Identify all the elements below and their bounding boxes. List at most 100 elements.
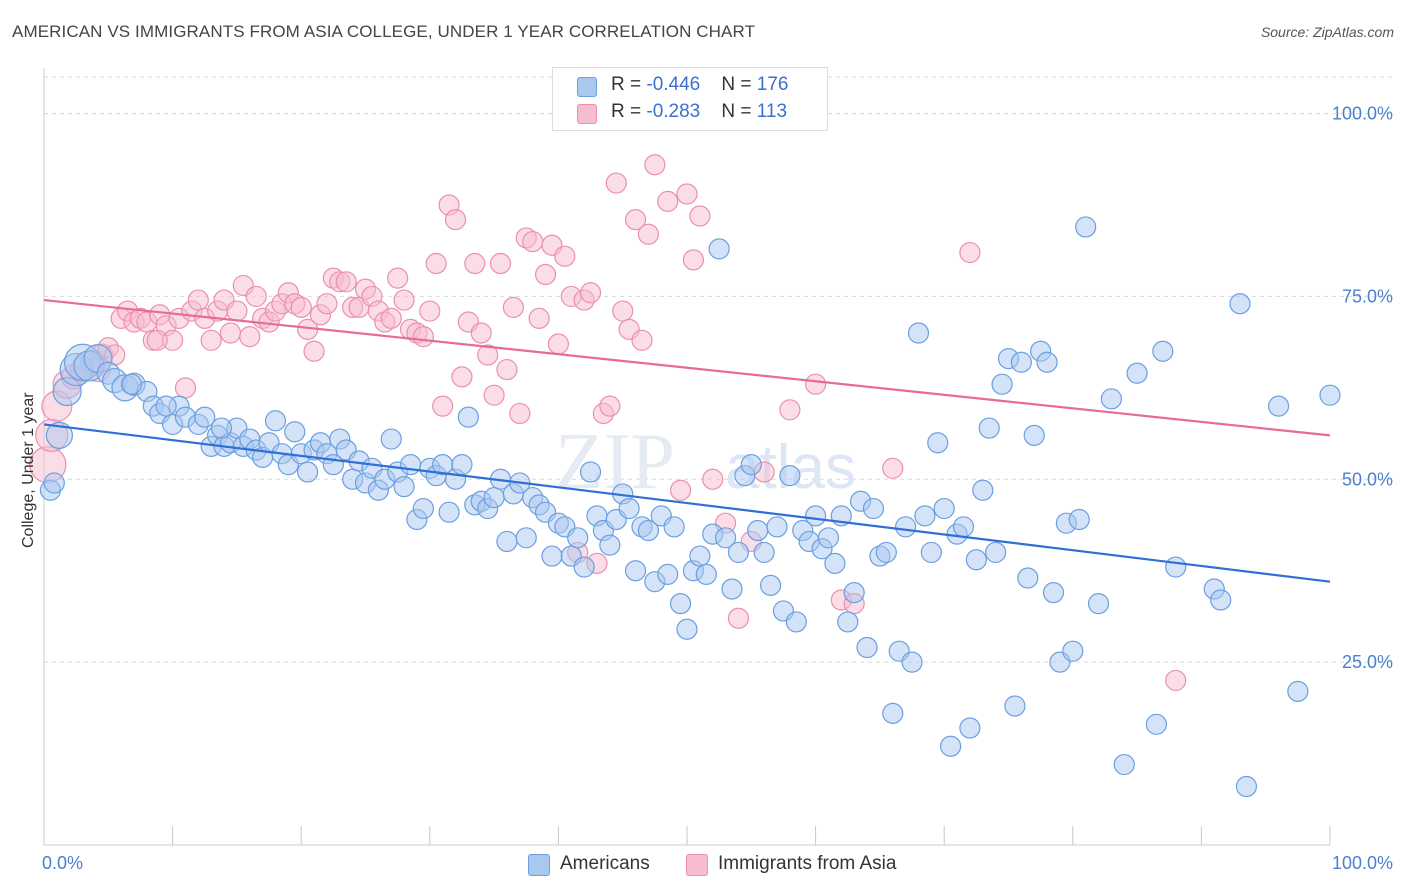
legend-n-value: 113	[756, 101, 788, 122]
americans-point	[747, 519, 769, 542]
americans-point	[599, 534, 621, 556]
bottom-legend-swatch-immigrants	[686, 854, 708, 876]
immigrants-point	[1165, 669, 1187, 692]
immigrants-point	[432, 395, 454, 417]
americans-point	[45, 421, 74, 449]
immigrants-point	[239, 326, 261, 348]
americans-point	[297, 461, 319, 483]
americans-point	[1287, 680, 1309, 703]
immigrants-point	[528, 307, 550, 329]
americans-point	[875, 541, 897, 564]
immigrants-point	[605, 172, 627, 194]
americans-point	[895, 516, 917, 538]
immigrants-point	[612, 300, 634, 322]
americans-point	[496, 530, 518, 553]
americans-point	[978, 417, 1000, 439]
grid-lines	[44, 76, 1392, 663]
americans-point	[1010, 351, 1032, 373]
americans-point	[740, 454, 762, 476]
americans-point	[727, 541, 750, 564]
americans-point	[882, 702, 904, 724]
americans-point	[1210, 589, 1232, 611]
americans-point	[759, 574, 782, 596]
legend-n-label: N =	[721, 74, 757, 95]
immigrants-point	[599, 395, 621, 417]
americans-point	[663, 516, 685, 538]
americans-point	[1042, 582, 1065, 604]
americans-point	[43, 472, 65, 494]
americans-point	[264, 410, 287, 432]
americans-point	[194, 406, 216, 428]
americans-point	[920, 541, 942, 564]
bottom-legend-swatch-americans	[528, 854, 550, 876]
americans-point	[1075, 216, 1097, 238]
immigrants-point	[882, 457, 904, 479]
legend-n-label: N =	[721, 101, 757, 122]
americans-point	[1062, 640, 1084, 662]
americans-point	[637, 519, 660, 542]
americans-point	[1152, 340, 1174, 362]
americans-point	[1087, 593, 1110, 615]
americans-point	[451, 454, 473, 476]
americans-point	[438, 501, 460, 523]
immigrants-point	[303, 340, 325, 362]
americans-point	[541, 545, 563, 567]
americans-point	[120, 373, 143, 395]
americans-point	[1319, 384, 1341, 406]
americans-point	[856, 636, 878, 659]
americans-point	[1126, 362, 1148, 384]
immigrants-point	[624, 209, 647, 231]
immigrants-point	[631, 329, 653, 351]
y-tick-label: 25.0%	[1342, 652, 1393, 672]
americans-point	[393, 476, 415, 498]
immigrants-point	[380, 307, 402, 329]
immigrants-point	[335, 271, 357, 293]
immigrants-point	[779, 399, 801, 421]
legend-r-value: -0.446	[646, 74, 701, 95]
legend-r-label: R =	[611, 101, 647, 122]
americans-point	[1145, 713, 1167, 735]
immigrants-point	[393, 289, 415, 311]
americans-point	[689, 545, 711, 567]
americans-point	[567, 527, 589, 549]
americans-point	[399, 454, 422, 476]
americans-point	[708, 238, 730, 260]
chart-source: Source: ZipAtlas.com	[1260, 24, 1394, 40]
americans-point	[457, 406, 479, 428]
americans-point	[1004, 695, 1026, 717]
immigrants-point	[425, 252, 447, 275]
legend-swatch-americans	[577, 77, 597, 97]
immigrants-point	[727, 607, 750, 629]
americans-point	[972, 479, 994, 501]
americans-point	[380, 428, 402, 450]
stats-legend: R = -0.446 N = 176 R = -0.283 N = 113	[552, 67, 828, 131]
immigrants-point	[522, 230, 544, 253]
americans-points	[39, 216, 1341, 798]
immigrants-point	[804, 373, 827, 395]
immigrants-point	[477, 344, 499, 366]
immigrants-point	[174, 377, 197, 399]
x-tick-label: 0.0%	[42, 853, 83, 873]
americans-point	[1036, 351, 1058, 373]
americans-point	[837, 611, 859, 633]
immigrants-point	[187, 289, 209, 311]
immigrants-point	[682, 249, 705, 271]
immigrants-point	[219, 322, 242, 344]
americans-point	[1113, 753, 1135, 776]
americans-point	[914, 505, 936, 527]
americans-point	[753, 541, 775, 564]
immigrants-point	[579, 282, 602, 304]
americans-point	[676, 618, 698, 640]
americans-point	[284, 421, 306, 443]
y-axis-label: College, Under 1 year	[20, 392, 37, 548]
americans-point	[1023, 424, 1045, 446]
immigrants-point	[637, 223, 660, 245]
x-tick-label: 100.0%	[1332, 853, 1393, 873]
americans-point	[669, 593, 692, 615]
americans-point	[624, 560, 647, 582]
immigrants-point	[509, 402, 531, 425]
americans-point	[1267, 395, 1290, 417]
immigrants-point	[496, 358, 518, 381]
americans-point	[579, 461, 602, 483]
